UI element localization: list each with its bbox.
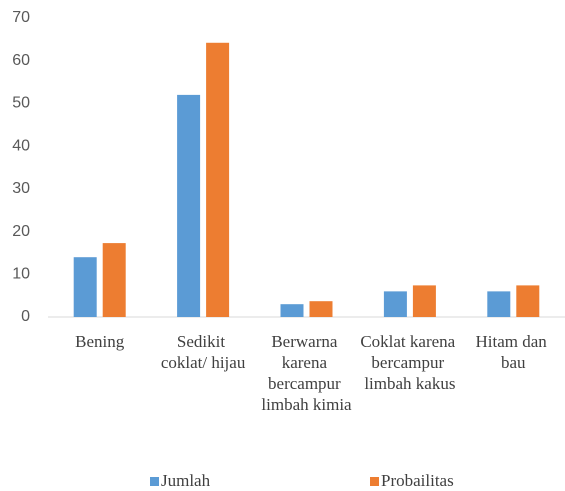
x-tick-label: Bening [75,332,125,351]
x-tick-label: Berwarna karena bercampur limbah kimia [261,332,352,414]
bar [177,94,201,317]
y-tick-label: 50 [12,95,30,112]
y-tick-label: 10 [12,266,30,283]
y-tick-label: 20 [12,223,30,240]
bar [73,257,97,317]
bar [516,285,540,317]
bar [487,291,511,317]
y-tick-label: 60 [12,52,30,69]
bar [309,301,333,317]
legend-swatch [150,477,159,486]
legend-label: Jumlah [161,471,211,490]
bar [206,42,230,317]
y-tick-label: 40 [12,137,30,154]
x-tick-label: Hitam dan bau [476,332,552,372]
y-tick-label: 30 [12,180,30,197]
y-tick-label: 0 [21,308,30,325]
y-tick-label: 70 [12,9,30,26]
x-tick-label: Sedikit coklat/ hijau [161,332,246,372]
bar [102,243,126,317]
bar [280,304,304,317]
x-tick-label: Coklat karena bercampur limbah kakus [360,332,459,393]
bar [412,285,436,317]
legend-swatch [370,477,379,486]
bar [383,291,407,317]
legend-label: Probailitas [381,471,454,490]
